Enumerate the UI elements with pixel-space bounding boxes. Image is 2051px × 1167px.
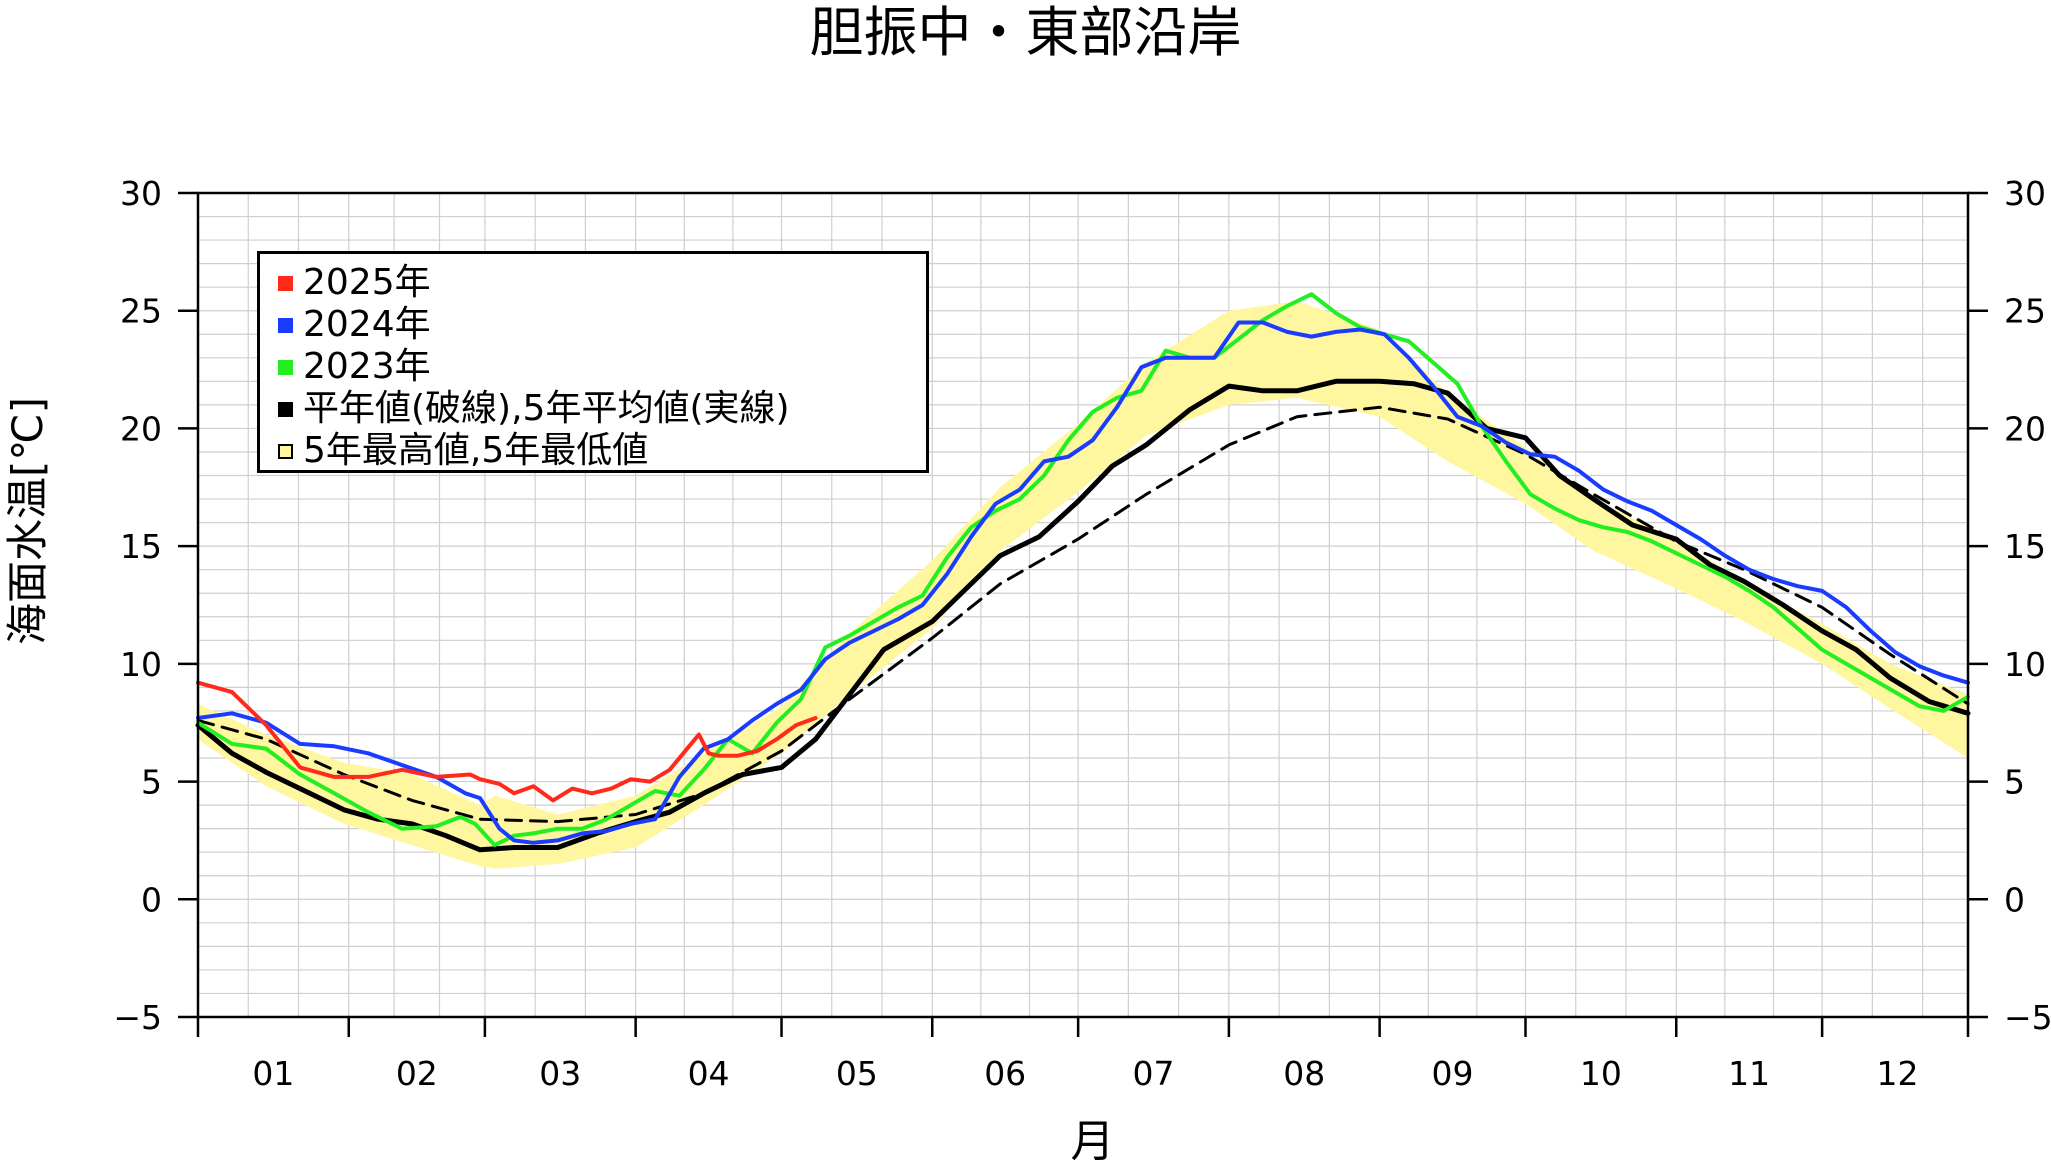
- normal-dashed-line: [196, 405, 1970, 824]
- axis-ticks: 30 30 25 25 20 20 15 15 10 10 5 5 0 0 −5 −5 01 02 03 04 05 06…: [113, 174, 2051, 1093]
- x-tick-label: 03: [539, 1054, 581, 1093]
- x-tick-label: 04: [688, 1054, 730, 1093]
- legend-swatch: [278, 401, 293, 417]
- y-tick-label-left: 25: [120, 292, 162, 331]
- y-tick-label-left: 0: [141, 880, 162, 919]
- five-year-mean-line: [195, 378, 1971, 853]
- chart-title: 胆振中・東部沿岸: [809, 1, 1242, 64]
- legend-item: 5年最高値,5年最低値: [278, 430, 926, 472]
- series-2023-line: [196, 292, 1970, 848]
- y-tick-label-right: 15: [2004, 527, 2046, 566]
- y-tick-label-right: 30: [2004, 174, 2046, 213]
- x-tick-label: 05: [836, 1054, 878, 1093]
- legend-label: 5年最高値,5年最低値: [303, 430, 649, 471]
- y-tick-label-left: 10: [120, 645, 162, 684]
- x-tick-label: 08: [1283, 1054, 1325, 1093]
- y-axis-label: 海面水温[℃]: [3, 397, 52, 645]
- legend: 2025年 2024年 2023年 平年値(破線),5年平均値(実線) 5年最高…: [257, 251, 929, 473]
- x-tick-label: 02: [396, 1054, 438, 1093]
- x-tick-label: 06: [984, 1054, 1026, 1093]
- series-2024-line: [196, 320, 1970, 845]
- legend-swatch: [278, 443, 293, 459]
- legend-item: 平年値(破線),5年平均値(実線): [278, 388, 926, 430]
- plot-frame: [196, 191, 1970, 1019]
- plot-border: [196, 191, 1970, 1019]
- y-tick-label-right: 5: [2004, 763, 2025, 802]
- legend-label: 2024年: [303, 304, 431, 345]
- series-layer: [195, 292, 1971, 853]
- y-tick-label-right: 25: [2004, 292, 2046, 331]
- y-tick-label-left: −5: [113, 998, 162, 1037]
- x-tick-label: 07: [1133, 1054, 1175, 1093]
- band-5yr-max-min: [198, 301, 1968, 869]
- y-tick-label-left: 30: [120, 174, 162, 213]
- legend-label: 平年値(破線),5年平均値(実線): [303, 388, 790, 429]
- y-tick-label-right: 0: [2004, 880, 2025, 919]
- x-tick-label: 10: [1580, 1054, 1622, 1093]
- legend-swatch: [278, 275, 293, 291]
- y-tick-label-right: 20: [2004, 409, 2046, 448]
- x-tick-label: 09: [1432, 1054, 1474, 1093]
- y-tick-label-left: 5: [141, 763, 162, 802]
- y-tick-label-right: 10: [2004, 645, 2046, 684]
- band-layer: [198, 301, 1968, 869]
- legend-item: 2025年: [278, 262, 926, 304]
- x-axis-label: 月: [1070, 1116, 1115, 1167]
- series-2025-line: [196, 680, 818, 803]
- x-tick-label: 01: [252, 1054, 294, 1093]
- legend-item: 2024年: [278, 304, 926, 346]
- legend-swatch: [278, 359, 293, 375]
- y-tick-label-left: 20: [120, 409, 162, 448]
- x-tick-label: 12: [1876, 1054, 1918, 1093]
- y-tick-label-left: 15: [120, 527, 162, 566]
- legend-item: 2023年: [278, 346, 926, 388]
- legend-label: 2025年: [303, 262, 431, 303]
- legend-label: 2023年: [303, 346, 431, 387]
- y-tick-label-right: −5: [2004, 998, 2051, 1037]
- legend-swatch: [278, 317, 293, 333]
- x-tick-label: 11: [1728, 1054, 1770, 1093]
